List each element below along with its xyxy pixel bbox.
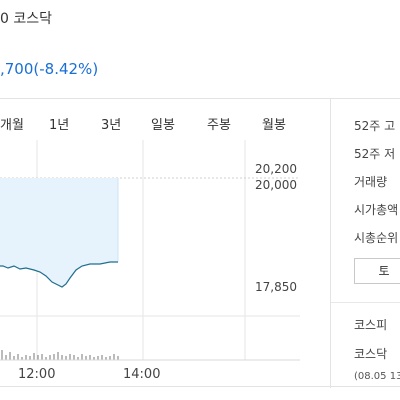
index-date: (08.05 13 (354, 371, 400, 382)
side-button[interactable]: 토 (354, 258, 400, 284)
price-label-low: 17,850 (255, 280, 297, 294)
stat-cap-rank: 시총순위 (354, 229, 398, 246)
stat-market-cap: 시가총액 (354, 201, 398, 218)
index-kosdaq[interactable]: 코스닥 (354, 345, 387, 362)
price-label-ref: 20,000 (255, 178, 297, 192)
time-label: 12:00 (18, 367, 55, 382)
time-label: 14:00 (123, 367, 160, 382)
stat-volume: 거래량 (354, 173, 387, 190)
stat-52w-high: 52주 고 (354, 117, 395, 134)
side-divider (331, 302, 400, 303)
price-area (0, 178, 118, 287)
volume-bars (2, 350, 118, 360)
stat-52w-low: 52주 저 (354, 145, 395, 162)
price-label-high: 20,200 (255, 162, 297, 176)
index-kospi[interactable]: 코스피 (354, 316, 387, 333)
